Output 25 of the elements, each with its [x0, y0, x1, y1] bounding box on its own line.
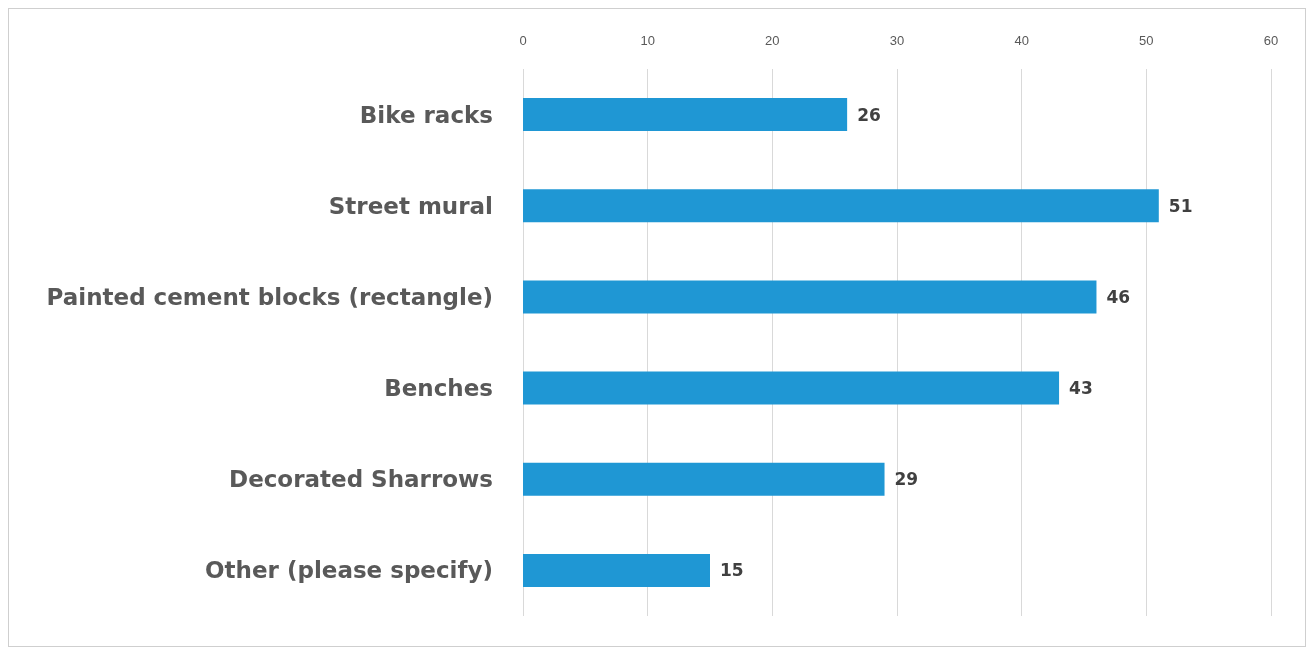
bar: [523, 462, 885, 496]
data-label: 46: [1106, 286, 1131, 307]
data-label: 29: [894, 469, 919, 490]
data-label: 26: [857, 104, 881, 125]
x-tick-label: 20: [765, 33, 780, 48]
y-tick-label: Other (please specify): [205, 557, 493, 584]
y-tick-label: Bike racks: [359, 101, 493, 128]
y-tick-label: Street mural: [328, 192, 493, 219]
bar: [523, 280, 1097, 314]
x-tick-label: 60: [1263, 33, 1279, 48]
x-tick-label: 50: [1139, 33, 1154, 48]
data-label: 15: [720, 560, 744, 581]
x-tick-label: 0: [519, 33, 527, 48]
bar: [523, 553, 710, 587]
bar: [523, 371, 1060, 405]
y-tick-label: Decorated Sharrows: [229, 466, 493, 493]
x-tick-label: 30: [889, 33, 905, 48]
bar: [523, 189, 1159, 223]
y-tick-label: Benches: [384, 375, 493, 402]
x-tick-label: 10: [640, 33, 655, 48]
data-label: 51: [1168, 195, 1193, 216]
data-label: 43: [1069, 378, 1093, 399]
bar: [523, 98, 848, 132]
y-tick-label: Painted cement blocks (rectangle): [46, 283, 493, 310]
x-tick-label: 40: [1014, 33, 1029, 48]
